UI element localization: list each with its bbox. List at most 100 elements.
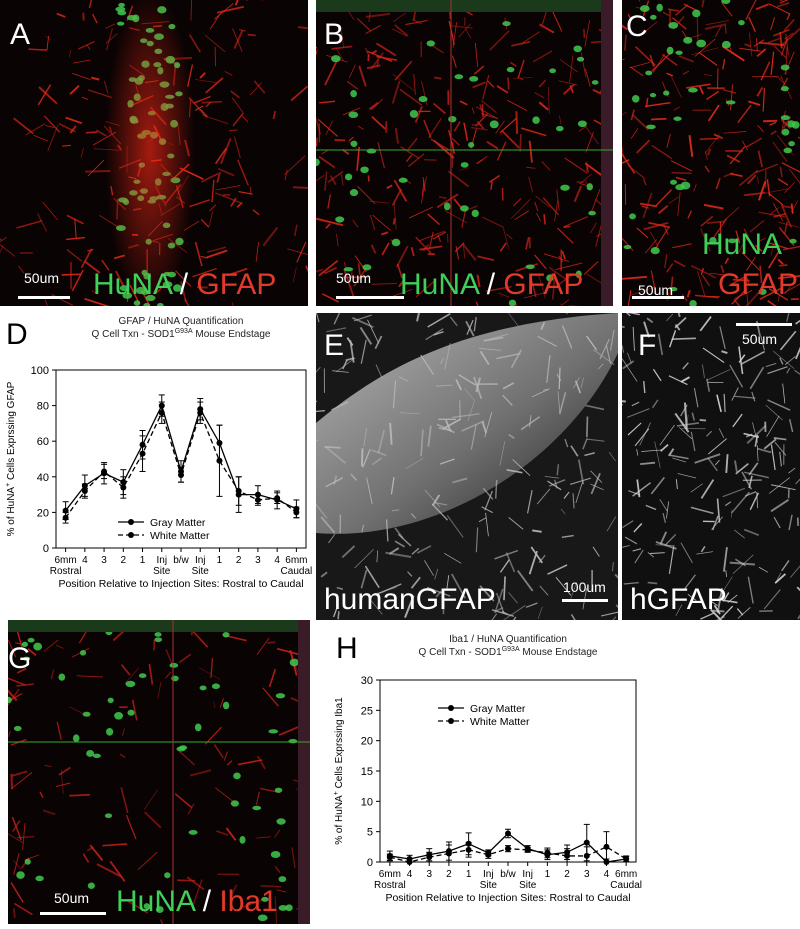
panel-f-micrograph: F 50um hGFAP	[622, 313, 800, 620]
data-point	[603, 843, 610, 850]
series-white-matter	[62, 401, 300, 524]
data-point	[139, 450, 146, 457]
data-point	[583, 839, 590, 846]
scale-bar-b	[336, 296, 404, 299]
y-tick-label: 80	[37, 401, 49, 413]
y-axis-label-sup: +	[333, 791, 340, 795]
y-tick-label: 20	[37, 507, 49, 519]
x-axis-label: Position Relative to Injection Sites: Ro…	[385, 892, 630, 904]
x-tick-sublabel: Caudal	[281, 566, 313, 577]
y-tick-label: 20	[361, 736, 373, 748]
data-point	[274, 495, 281, 502]
chart-subtitle-sup: G93A	[502, 646, 520, 653]
panel-label-f: F	[638, 329, 657, 362]
stain-huna-b: HuNA	[400, 268, 479, 301]
x-tick-label: 6mm	[379, 869, 401, 880]
legend-label: White Matter	[150, 530, 210, 542]
panel-g-micrograph: G 50um HuNA / Iba1	[8, 620, 310, 924]
stain-humangfap-e: humanGFAP	[324, 583, 496, 616]
x-tick-label: b/w	[173, 555, 189, 566]
data-point	[158, 409, 165, 416]
y-tick-label: 0	[367, 857, 373, 869]
data-point	[81, 488, 88, 495]
chart-subtitle-tail: Mouse Endstage	[193, 329, 271, 340]
y-axis-label-text: % of HuNA	[334, 795, 345, 845]
legend-marker	[448, 718, 454, 724]
x-tick-label: 3	[101, 555, 107, 566]
x-tick-label: 2	[564, 869, 570, 880]
scale-label-f: 50um	[742, 331, 778, 347]
x-tick-label: 6mm	[285, 555, 307, 566]
chart-subtitle: Q Cell Txn - SOD1G93A Mouse Endstage	[92, 328, 271, 340]
panel-label-c: C	[626, 10, 648, 43]
panel-label-h: H	[336, 632, 358, 665]
y-axis-label-tail: Cells Exprssing Iba1	[334, 697, 345, 791]
legend-marker	[128, 519, 134, 525]
stain-gfap-b: GFAP	[503, 268, 584, 301]
legend-marker	[128, 532, 134, 538]
data-point	[544, 849, 551, 856]
data-point	[406, 859, 413, 865]
legend-label: Gray Matter	[470, 703, 526, 715]
panel-label-g: G	[8, 642, 32, 675]
x-tick-label: 6mm	[54, 555, 76, 566]
panel-a-micrograph: A 50um HuNA / GFAP	[0, 0, 308, 306]
stain-huna-c: HuNA	[702, 228, 783, 261]
x-tick-label: 3	[255, 555, 261, 566]
panel-b-image	[316, 0, 613, 306]
series-gray-matter	[62, 394, 300, 521]
y-axis-label-text: % of HuNA	[6, 487, 17, 537]
stain-label-a: HuNA / GFAP	[93, 268, 276, 302]
data-point	[216, 457, 223, 464]
y-tick-label: 0	[43, 543, 49, 555]
data-point	[426, 854, 433, 861]
data-point	[293, 509, 300, 516]
panel-h-chart: H Iba1 / HuNA Quantification Q Cell Txn -…	[328, 628, 648, 928]
data-point	[465, 846, 472, 853]
y-tick-label: 10	[361, 796, 373, 808]
x-tick-label: 4	[274, 555, 280, 566]
data-point	[505, 830, 511, 837]
x-tick-sublabel: Caudal	[610, 880, 642, 891]
stain-gfap-c: GFAP	[718, 268, 799, 301]
panel-e-image	[316, 313, 618, 620]
panel-label-b: B	[324, 18, 345, 51]
y-tick-label: 15	[361, 766, 373, 778]
y-tick-label: 30	[361, 675, 373, 687]
scale-label-c: 50um	[638, 282, 674, 298]
x-tick-sublabel: Site	[480, 880, 498, 891]
stain-huna-a: HuNA	[93, 268, 172, 301]
scale-bar-g	[40, 912, 106, 915]
x-tick-label: 4	[604, 869, 610, 880]
scale-label-g: 50um	[54, 890, 90, 906]
x-tick-label: Inj	[195, 555, 206, 566]
series-white-matter	[386, 831, 630, 865]
x-axis-label: Position Relative to Injection Sites: Ro…	[58, 578, 303, 590]
x-tick-sublabel: Rostral	[374, 880, 406, 891]
x-tick-label: b/w	[500, 869, 516, 880]
y-tick-label: 100	[31, 365, 49, 377]
scale-label-e: 100um	[563, 579, 606, 595]
legend-label: White Matter	[470, 716, 530, 728]
y-axis-label-tail: Cells Exprssing GFAP	[6, 381, 17, 482]
x-tick-sublabel: Site	[153, 566, 171, 577]
stain-hgfap-f: hGFAP	[630, 583, 727, 616]
panel-c-image	[622, 0, 800, 306]
y-axis-label: % of HuNA+ Cells Exprssing GFAP	[5, 381, 17, 536]
x-tick-label: Inj	[156, 555, 167, 566]
chart-subtitle-text: Q Cell Txn - SOD1	[92, 329, 176, 340]
scale-label-a: 50um	[24, 270, 60, 286]
panel-a-image	[0, 0, 308, 306]
stain-label-b: HuNA / GFAP	[400, 268, 583, 302]
x-tick-label: 4	[82, 555, 88, 566]
x-tick-label: 2	[121, 555, 127, 566]
chart-subtitle-text: Q Cell Txn - SOD1	[419, 647, 503, 658]
chart-subtitle: Q Cell Txn - SOD1G93A Mouse Endstage	[419, 646, 598, 658]
chart-title: Iba1 / HuNA Quantification	[449, 634, 567, 645]
stain-huna-g: HuNA	[116, 885, 195, 918]
y-tick-label: 40	[37, 472, 49, 484]
x-tick-label: 1	[140, 555, 146, 566]
panel-c-micrograph: C HuNA GFAP 50um	[622, 0, 800, 306]
panel-f-image	[622, 313, 800, 620]
